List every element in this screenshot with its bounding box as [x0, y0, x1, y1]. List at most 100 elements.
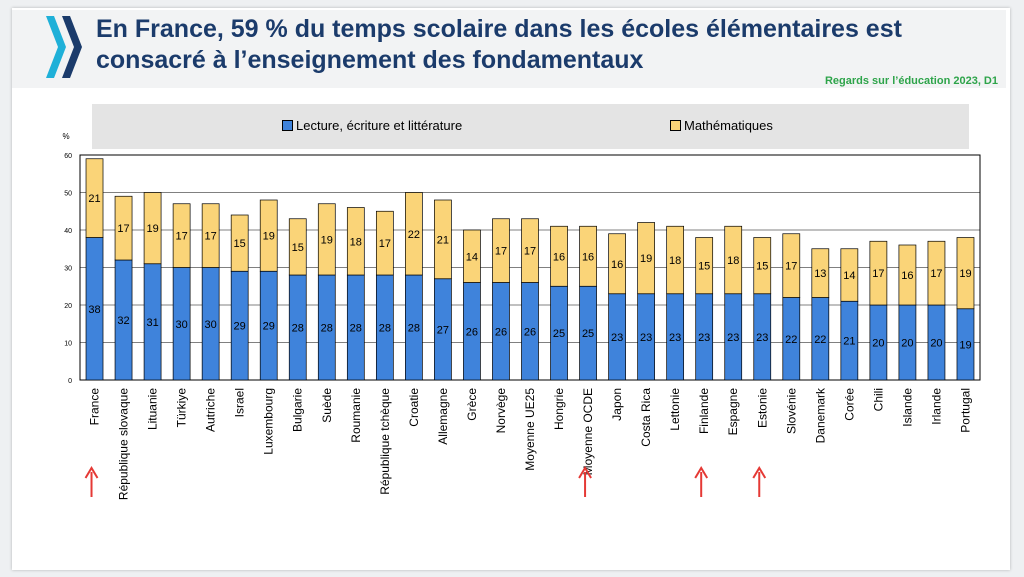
page-title: En France, 59 % du temps scolaire dans l…: [96, 15, 902, 74]
y-axis-unit-label: %: [62, 132, 69, 141]
data-label-reading: 20: [872, 338, 884, 350]
y-tick-label: 20: [64, 303, 72, 310]
category-label: Portugal: [958, 388, 972, 433]
data-label-math: 19: [640, 253, 652, 265]
oecd-logo-icon: [46, 16, 82, 78]
y-tick-label: 30: [64, 266, 72, 273]
bar-math: [579, 225, 597, 287]
category-label: République tchèque: [378, 388, 392, 495]
category-label: Chili: [871, 388, 885, 411]
category-label: Grèce: [465, 388, 479, 421]
data-label-reading: 38: [88, 304, 100, 316]
y-tick-label: 50: [64, 191, 72, 198]
bar-math: [463, 229, 481, 283]
legend-swatch-math: [670, 120, 681, 131]
legend-item-math: Mathématiques: [670, 118, 773, 133]
bar-math: [927, 240, 946, 306]
data-label-math: 17: [117, 223, 129, 235]
category-label: République slovaque: [117, 388, 131, 500]
category-label: Estonie: [755, 388, 769, 428]
data-label-math: 19: [263, 231, 275, 243]
category-label: Suède: [320, 388, 334, 423]
data-label-reading: 23: [756, 332, 768, 344]
data-label-reading: 29: [234, 321, 246, 333]
category-label: Allemagne: [436, 388, 450, 445]
bar-math: [695, 237, 714, 295]
data-label-reading: 30: [175, 319, 187, 331]
data-label-reading: 22: [814, 334, 826, 346]
data-label-reading: 31: [146, 317, 158, 329]
data-label-math: 18: [350, 236, 362, 248]
data-label-math: 17: [930, 268, 942, 280]
data-label-reading: 26: [524, 326, 536, 338]
category-label: Slovénie: [784, 388, 798, 434]
highlight-arrowhead: [84, 466, 99, 479]
data-label-reading: 25: [553, 328, 565, 340]
bar-math: [114, 195, 133, 261]
data-label-reading: 26: [466, 326, 478, 338]
category-label: Espagne: [726, 388, 740, 436]
data-label-reading: 23: [698, 332, 710, 344]
category-label: Costa Rica: [639, 388, 653, 447]
data-label-math: 16: [553, 251, 565, 263]
category-label: Luxembourg: [262, 388, 276, 455]
source-note: Regards sur l’éducation 2023, D1: [824, 75, 998, 87]
category-label: Danemark: [813, 387, 827, 443]
data-label-reading: 28: [408, 323, 420, 335]
highlight-arrowhead: [694, 466, 709, 479]
data-label-reading: 28: [292, 323, 304, 335]
data-label-reading: 27: [437, 324, 449, 336]
bar-math: [288, 218, 307, 276]
data-label-math: 13: [814, 268, 826, 280]
bar-math: [869, 240, 888, 306]
category-label: Corée: [842, 388, 856, 421]
data-label-math: 22: [408, 229, 420, 241]
bar-math: [405, 192, 423, 276]
bar-math: [172, 203, 191, 268]
category-label: Lituanie: [146, 388, 160, 430]
category-label: Croatie: [407, 388, 421, 427]
bar-math: [492, 218, 510, 283]
category-label: Moyenne OCDE: [581, 388, 595, 475]
bar-math: [143, 192, 162, 265]
data-label-reading: 23: [640, 332, 652, 344]
bar-math: [666, 225, 685, 295]
category-label: Islande: [900, 388, 914, 427]
category-label: Türkiye: [175, 388, 189, 428]
data-label-reading: 26: [495, 326, 507, 338]
data-label-reading: 23: [727, 332, 739, 344]
bar-math: [782, 233, 801, 298]
data-label-math: 17: [524, 246, 536, 258]
data-label-math: 17: [495, 246, 507, 258]
y-tick-label: 40: [64, 228, 72, 235]
data-label-reading: 28: [321, 323, 333, 335]
category-label: Finlande: [697, 388, 711, 434]
data-label-math: 15: [234, 238, 246, 250]
data-label-math: 16: [901, 270, 913, 282]
bar-math: [521, 218, 539, 283]
category-label: Israel: [233, 388, 247, 417]
data-label-math: 21: [88, 193, 100, 205]
chart-legend: Lecture, écriture et littérature Mathéma…: [92, 104, 969, 149]
bar-math: [434, 199, 452, 280]
data-label-reading: 28: [350, 323, 362, 335]
bar-math: [201, 203, 220, 268]
category-label: Japon: [610, 388, 624, 421]
category-label: Moyenne UE25: [523, 388, 537, 471]
legend-label-math: Mathématiques: [684, 118, 773, 133]
bar-math: [608, 233, 626, 295]
data-label-math: 15: [292, 242, 304, 254]
category-label: Roumanie: [349, 388, 363, 443]
bar-math: [550, 225, 568, 287]
data-label-math: 19: [959, 268, 971, 280]
data-label-reading: 30: [205, 319, 217, 331]
highlight-arrowhead: [752, 466, 767, 479]
data-label-reading: 20: [901, 338, 913, 350]
legend-swatch-reading: [282, 120, 293, 131]
data-label-math: 17: [175, 231, 187, 243]
y-tick-label: 0: [68, 378, 72, 385]
data-label-reading: 29: [263, 321, 275, 333]
bar-math: [259, 199, 278, 272]
bar-math: [346, 207, 365, 276]
